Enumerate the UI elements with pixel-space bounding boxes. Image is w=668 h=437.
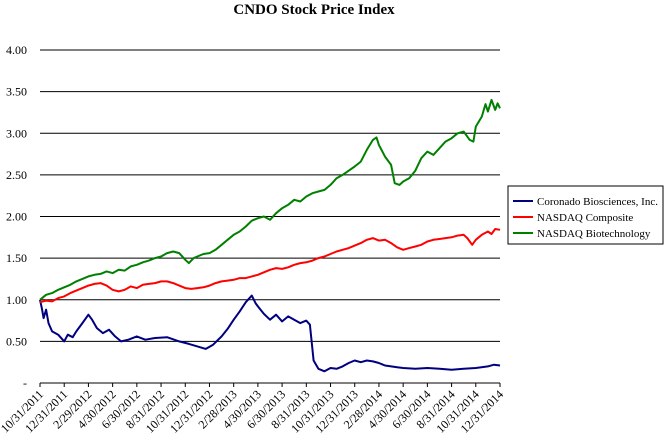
y-tick-label: 2.00 xyxy=(6,210,27,224)
x-axis-ticks: 10/31/201112/31/20112/29/20124/30/20126/… xyxy=(0,383,506,436)
legend: Coronado Biosciences, Inc. NASDAQ Composi… xyxy=(507,185,664,245)
y-tick-label: - xyxy=(23,376,27,390)
chart-title: CNDO Stock Price Index xyxy=(233,2,395,18)
legend-label: Coronado Biosciences, Inc. xyxy=(537,196,658,208)
series-line-coronado-biosciences-inc xyxy=(39,294,501,373)
y-tick-label: 1.50 xyxy=(6,251,27,265)
y-tick-label: 3.50 xyxy=(6,85,27,99)
series-line-nasdaq-biotechnology xyxy=(39,98,501,301)
series-lines xyxy=(39,98,501,373)
legend-box xyxy=(507,185,664,245)
y-tick-label: 1.00 xyxy=(6,293,27,307)
legend-label: NASDAQ Biotechnology xyxy=(537,228,651,240)
series-line-nasdaq-composite xyxy=(39,228,501,304)
legend-label: NASDAQ Composite xyxy=(537,212,633,224)
y-tick-label: 0.50 xyxy=(6,334,27,348)
grid-lines xyxy=(40,49,500,342)
y-tick-label: 3.00 xyxy=(6,126,27,140)
y-tick-label: 4.00 xyxy=(6,43,27,57)
y-tick-label: 2.50 xyxy=(6,168,27,182)
y-axis-ticks: - 0.50 1.00 1.50 2.00 2.50 3.00 3.50 4.00 xyxy=(6,43,27,390)
